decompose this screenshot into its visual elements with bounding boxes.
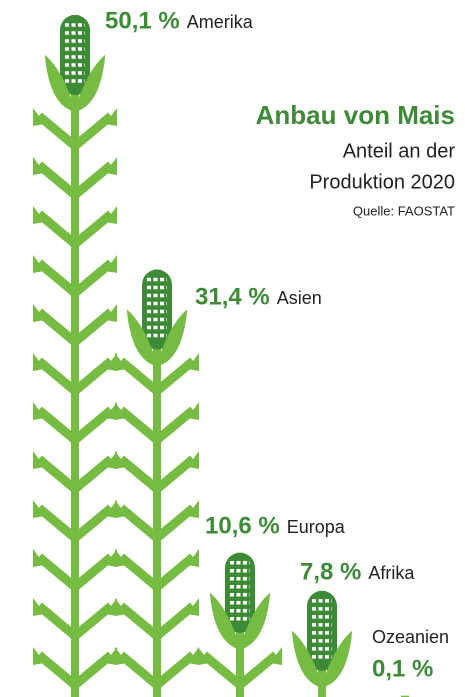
category-label: Amerika xyxy=(187,12,254,32)
plant xyxy=(115,270,199,697)
plant xyxy=(33,15,117,697)
category-label: Afrika xyxy=(368,563,415,583)
value-label: 7,8 % xyxy=(300,558,361,585)
value-label: 10,6 % xyxy=(205,512,280,539)
plant xyxy=(292,591,352,697)
source: Quelle: FAOSTAT xyxy=(353,203,455,218)
subtitle: Anteil an der xyxy=(343,140,456,162)
value-label: 0,1 % xyxy=(372,655,433,682)
category-label: Ozeanien xyxy=(372,627,449,647)
chart-title: Anbau von Mais xyxy=(256,100,455,130)
subtitle: Produktion 2020 xyxy=(309,171,455,193)
value-label: 50,1 % xyxy=(105,7,180,34)
plant xyxy=(198,553,282,697)
chart: Anbau von Mais Anteil an der Produktion … xyxy=(0,0,465,697)
value-label: 31,4 % xyxy=(195,283,270,310)
category-label: Europa xyxy=(287,517,346,537)
stem xyxy=(71,15,79,697)
category-label: Asien xyxy=(277,288,322,308)
